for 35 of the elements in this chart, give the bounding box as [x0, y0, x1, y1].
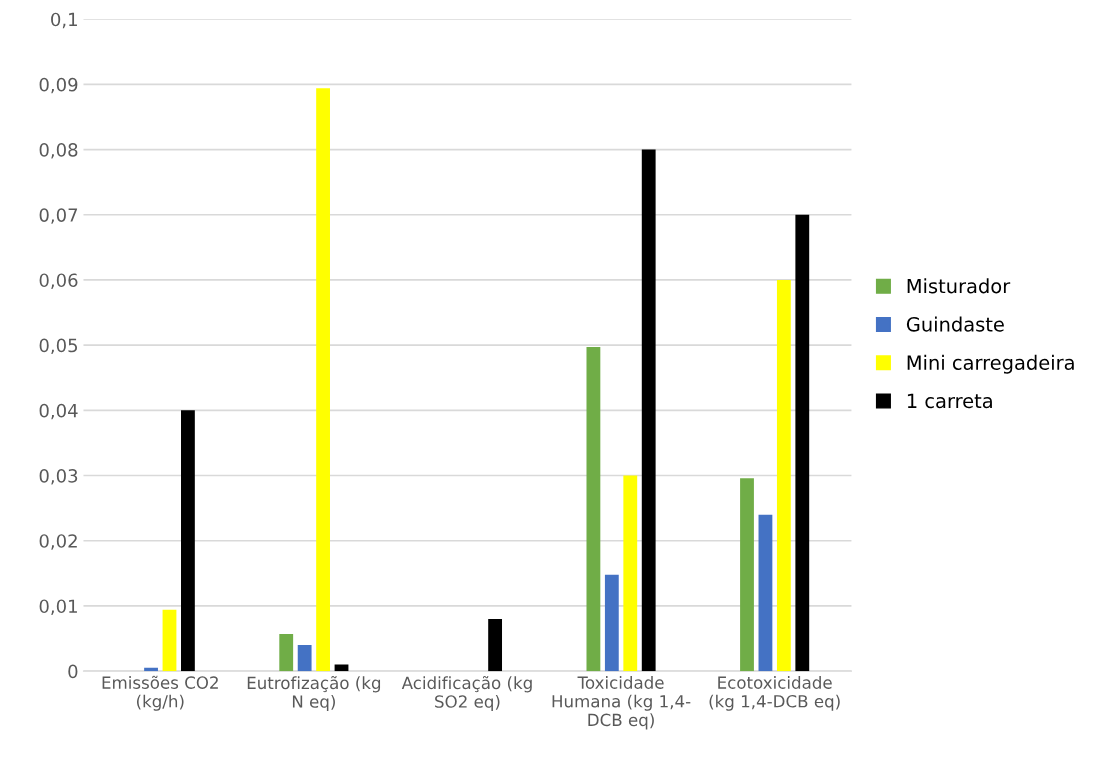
bar — [623, 475, 638, 672]
bar — [795, 214, 810, 672]
bar — [488, 618, 503, 672]
y-tick-label: 0,05 — [39, 338, 78, 355]
y-tick-label: 0,1 — [51, 12, 77, 29]
bar — [740, 478, 754, 672]
x-tick-label: Emissões CO2 (kg/h) — [102, 675, 218, 711]
bar — [641, 149, 656, 672]
bar — [297, 645, 312, 672]
legend-label: Mini carregadeira — [907, 354, 1074, 374]
bar — [604, 574, 619, 672]
bar — [776, 279, 791, 672]
y-tick-label: 0,08 — [39, 143, 78, 159]
x-tick-label: Acidificação (kg SO2 eq) — [401, 675, 532, 712]
bar — [279, 633, 294, 672]
bar — [316, 88, 330, 672]
y-tick-label: 0 — [68, 664, 78, 679]
x-tick-label: Ecotoxicidade (kg 1,4-DCB eq) — [709, 675, 840, 711]
y-tick-label: 0,01 — [39, 599, 77, 615]
y-tick-label: 0,06 — [39, 273, 78, 289]
legend-label: Misturador — [907, 278, 1011, 294]
y-tick-label: 0,09 — [39, 77, 78, 94]
y-tick-label: 0,02 — [39, 534, 77, 550]
legend-label: Guindaste — [906, 316, 1004, 332]
x-tick-label: Eutrofização (kg N eq) — [247, 675, 381, 712]
bar — [162, 609, 177, 672]
x-tick-label: Toxicidade Humana (kg 1,4- DCB eq) — [552, 675, 691, 730]
legend-label: 1 carreta — [907, 393, 992, 409]
bar — [758, 514, 773, 672]
y-tick-label: 0,04 — [39, 403, 78, 420]
y-tick-label: 0,07 — [39, 208, 78, 224]
bar — [144, 667, 158, 672]
y-tick-label: 0,03 — [39, 469, 78, 485]
bar — [181, 410, 195, 672]
bar — [586, 347, 601, 672]
